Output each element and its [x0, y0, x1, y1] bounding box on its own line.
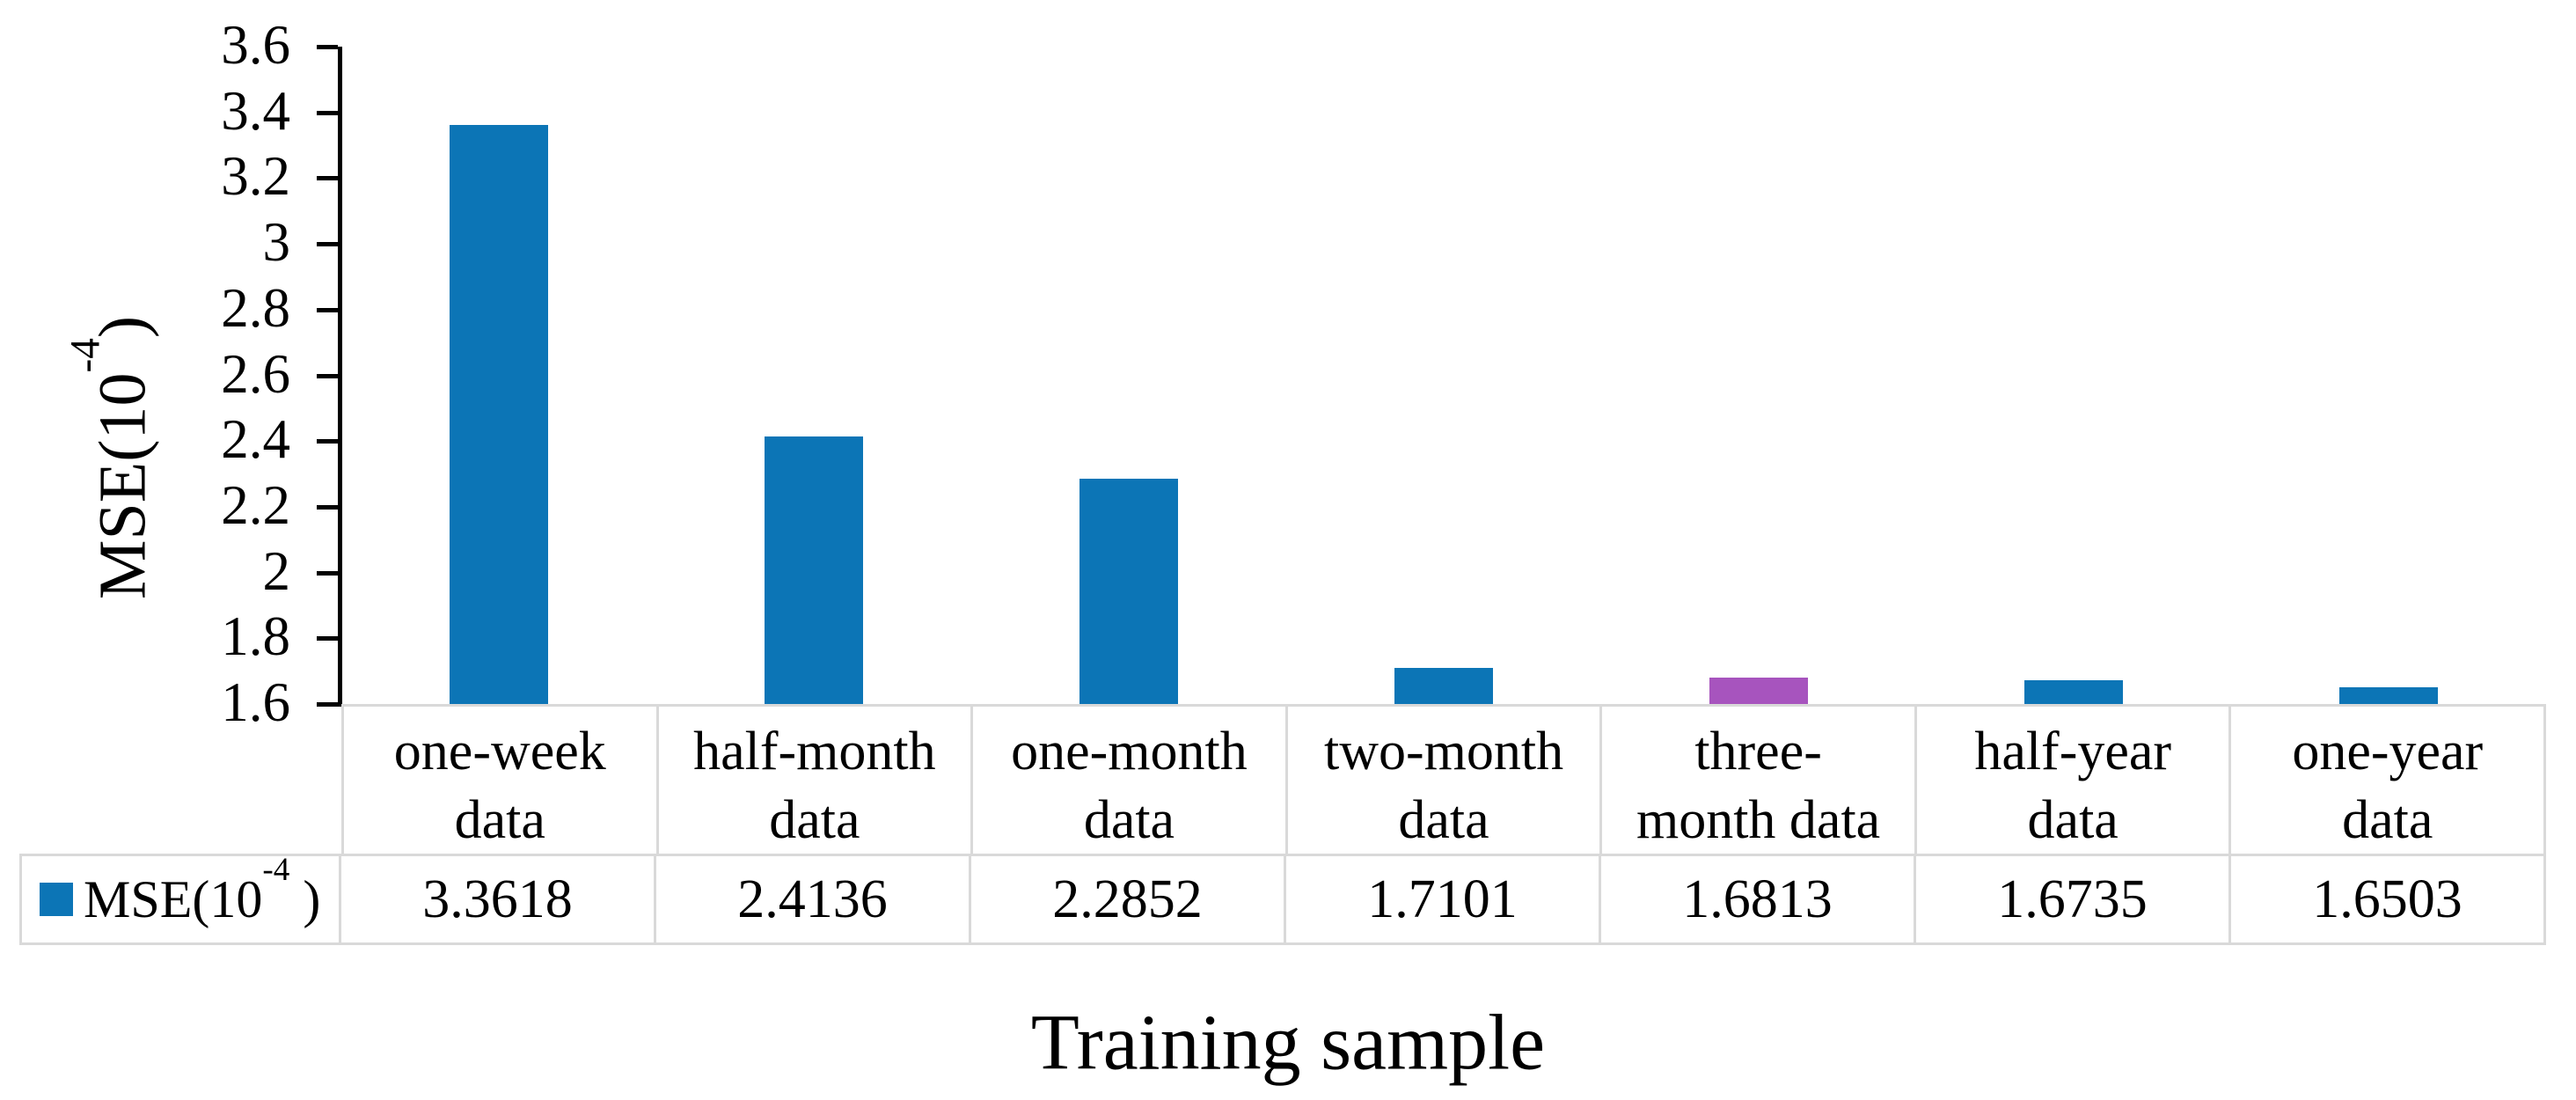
- y-tick-mark: [317, 439, 338, 444]
- legend-label-exponent: -4: [262, 856, 290, 889]
- category-line: data: [1398, 790, 1489, 850]
- legend-color-swatch: [40, 883, 73, 916]
- y-tick-mark: [317, 307, 338, 312]
- legend-label-text: MSE(10: [84, 869, 263, 928]
- y-tick-mark: [317, 636, 338, 642]
- bar-one-month-data: [1079, 479, 1178, 704]
- category-cell-one-month-data: one-month data: [973, 707, 1288, 854]
- y-tick-mark: [317, 45, 338, 49]
- y-tick-label: 2.8: [221, 276, 290, 339]
- bar-half-year-data: [2024, 679, 2123, 704]
- category-cell-half-year-data: half-year data: [1917, 707, 2232, 854]
- category-line: data: [1083, 790, 1175, 850]
- y-tick-label: 3.2: [221, 145, 290, 208]
- y-tick-label: 3: [262, 211, 291, 274]
- y-tick-label: 1.8: [221, 605, 290, 668]
- category-line: three-: [1694, 722, 1822, 781]
- legend-cell: MSE(10-4 ): [22, 856, 341, 942]
- category-line: one-year: [2292, 722, 2484, 781]
- category-line: half-month: [693, 722, 936, 781]
- y-tick-mark: [317, 504, 338, 510]
- y-tick-label: 3.4: [221, 79, 290, 142]
- value-row: MSE(10-4 ) 3.3618 2.4136 2.2852 1.7101 1.681…: [19, 854, 2546, 945]
- y-tick-mark: [317, 570, 338, 576]
- bar-three-month-data: [1709, 677, 1808, 704]
- value-cell-three-month-data: 1.6813: [1601, 856, 1916, 942]
- legend-label: MSE(10-4 ): [84, 856, 321, 930]
- y-tick-label: 1.6: [221, 671, 290, 734]
- category-line: one-week: [393, 722, 606, 781]
- bar-two-month-data: [1394, 667, 1493, 704]
- y-tick-mark: [317, 373, 338, 378]
- legend-label-close: ): [289, 869, 321, 928]
- value-cell-two-month-data: 1.7101: [1286, 856, 1601, 942]
- y-tick-mark: [317, 176, 338, 181]
- category-header-row: one-week data half-month data one-month data t…: [341, 704, 2547, 854]
- value-cell-one-year-data: 1.6503: [2312, 869, 2463, 929]
- category-line: data: [454, 790, 545, 850]
- category-line: data: [2342, 790, 2433, 850]
- y-tick-mark: [317, 110, 338, 115]
- value-cell-half-month-data: 2.4136: [656, 856, 971, 942]
- category-line: two-month: [1323, 722, 1564, 781]
- category-cell-three-month-data: three-month data: [1602, 707, 1917, 854]
- category-line: month data: [1636, 790, 1881, 850]
- category-line: half-year: [1974, 722, 2172, 781]
- value-cell-one-week-data: 3.3618: [341, 856, 656, 942]
- y-tick-label: 2.4: [221, 408, 290, 471]
- x-axis-title: Training sample: [1030, 999, 1546, 1087]
- bar-one-year-data: [2339, 687, 2438, 704]
- bar-half-month-data: [765, 436, 863, 704]
- y-axis-line: [338, 47, 342, 707]
- y-tick-label: 2.6: [221, 342, 290, 405]
- category-cell-half-month-data: half-month data: [659, 707, 974, 854]
- category-cell-one-year-data: one-year data: [2231, 707, 2547, 854]
- y-tick-mark: [317, 242, 338, 247]
- y-tick-label: 2: [262, 539, 291, 602]
- category-cell-one-week-data: one-week data: [341, 707, 659, 854]
- y-tick-mark: [317, 702, 338, 707]
- category-line: data: [2027, 790, 2119, 850]
- category-cell-two-month-data: two-month data: [1288, 707, 1603, 854]
- category-line: one-month: [1011, 722, 1248, 781]
- bar-one-week-data: [450, 124, 548, 704]
- y-tick-label: 2.2: [221, 473, 290, 536]
- value-cell-half-year-data: 1.6735: [1916, 856, 2231, 942]
- y-tick-label: 3.6: [221, 14, 290, 77]
- category-line: data: [769, 790, 860, 850]
- value-cell-one-month-data: 2.2852: [971, 856, 1286, 942]
